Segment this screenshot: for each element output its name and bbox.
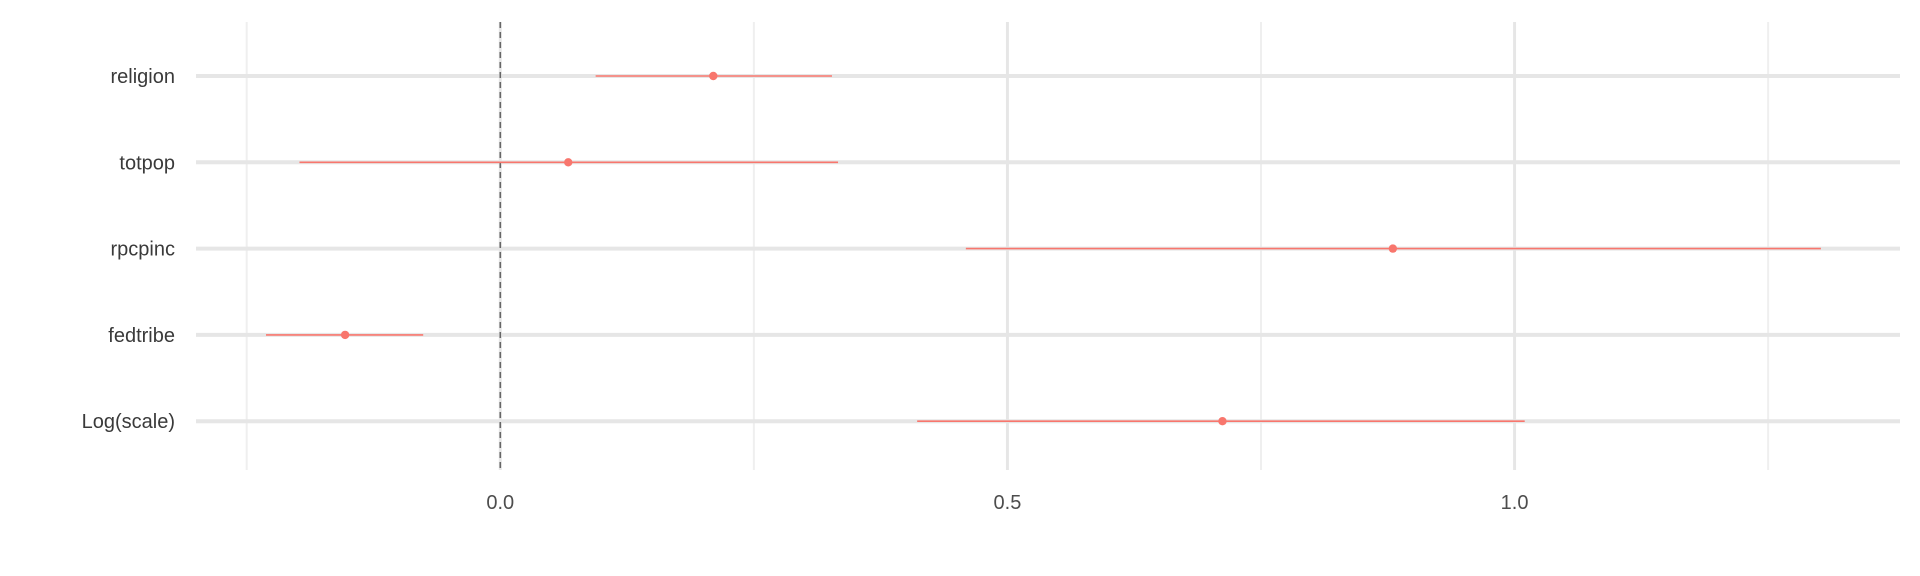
point-estimate [340,330,350,340]
x-tick-label: 0.5 [994,492,1022,514]
marks-layer [265,71,1821,426]
point-estimate [1388,244,1398,253]
y-tick-label: fedtribe [108,325,175,347]
y-tick-label: totpop [119,152,175,174]
labels-layer: religion totpop rpcpinc fedtribe Log(scale) 0… [82,66,1529,514]
point-estimate [709,71,718,81]
point-estimate [564,158,573,167]
y-tick-label: rpcpinc [111,239,175,261]
y-tick-label: religion [111,66,175,88]
point-estimate [1218,417,1227,426]
x-tick-label: 1.0 [1501,492,1529,514]
y-tick-label: Log(scale) [82,411,175,433]
x-tick-label: 0.0 [486,492,514,514]
grid-layer [196,22,1900,470]
